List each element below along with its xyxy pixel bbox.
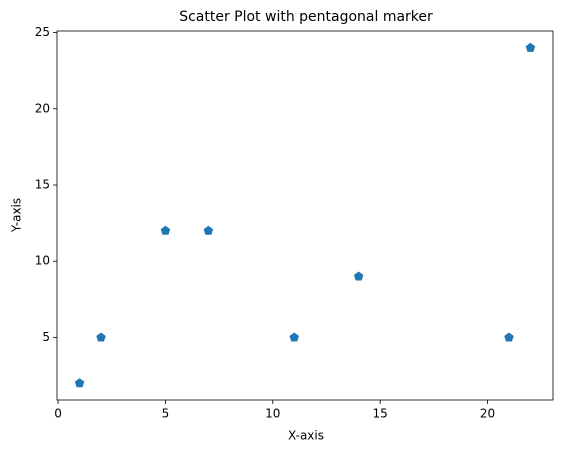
x-tick-label: 0 <box>54 407 62 421</box>
x-tick-label: 20 <box>480 407 495 421</box>
y-tick-label: 25 <box>35 25 50 39</box>
y-tick-label: 5 <box>42 330 50 344</box>
point <box>525 42 536 52</box>
point <box>74 378 85 388</box>
point <box>504 332 514 342</box>
point <box>96 332 106 342</box>
point <box>353 271 364 281</box>
y-tick-label: 15 <box>35 178 50 192</box>
point <box>203 225 214 235</box>
chart-title: Scatter Plot with pentagonal marker <box>179 9 433 25</box>
point <box>160 225 171 235</box>
y-tick-label: 10 <box>35 254 50 268</box>
y-tick-label: 20 <box>35 101 50 115</box>
x-axis-label: X-axis <box>288 429 324 443</box>
plot-frame <box>56 30 554 401</box>
x-tick-label: 15 <box>373 407 388 421</box>
y-axis-label: Y-axis <box>10 198 24 233</box>
x-tick-label: 5 <box>162 407 170 421</box>
point <box>289 332 300 342</box>
x-tick-label: 10 <box>265 407 280 421</box>
